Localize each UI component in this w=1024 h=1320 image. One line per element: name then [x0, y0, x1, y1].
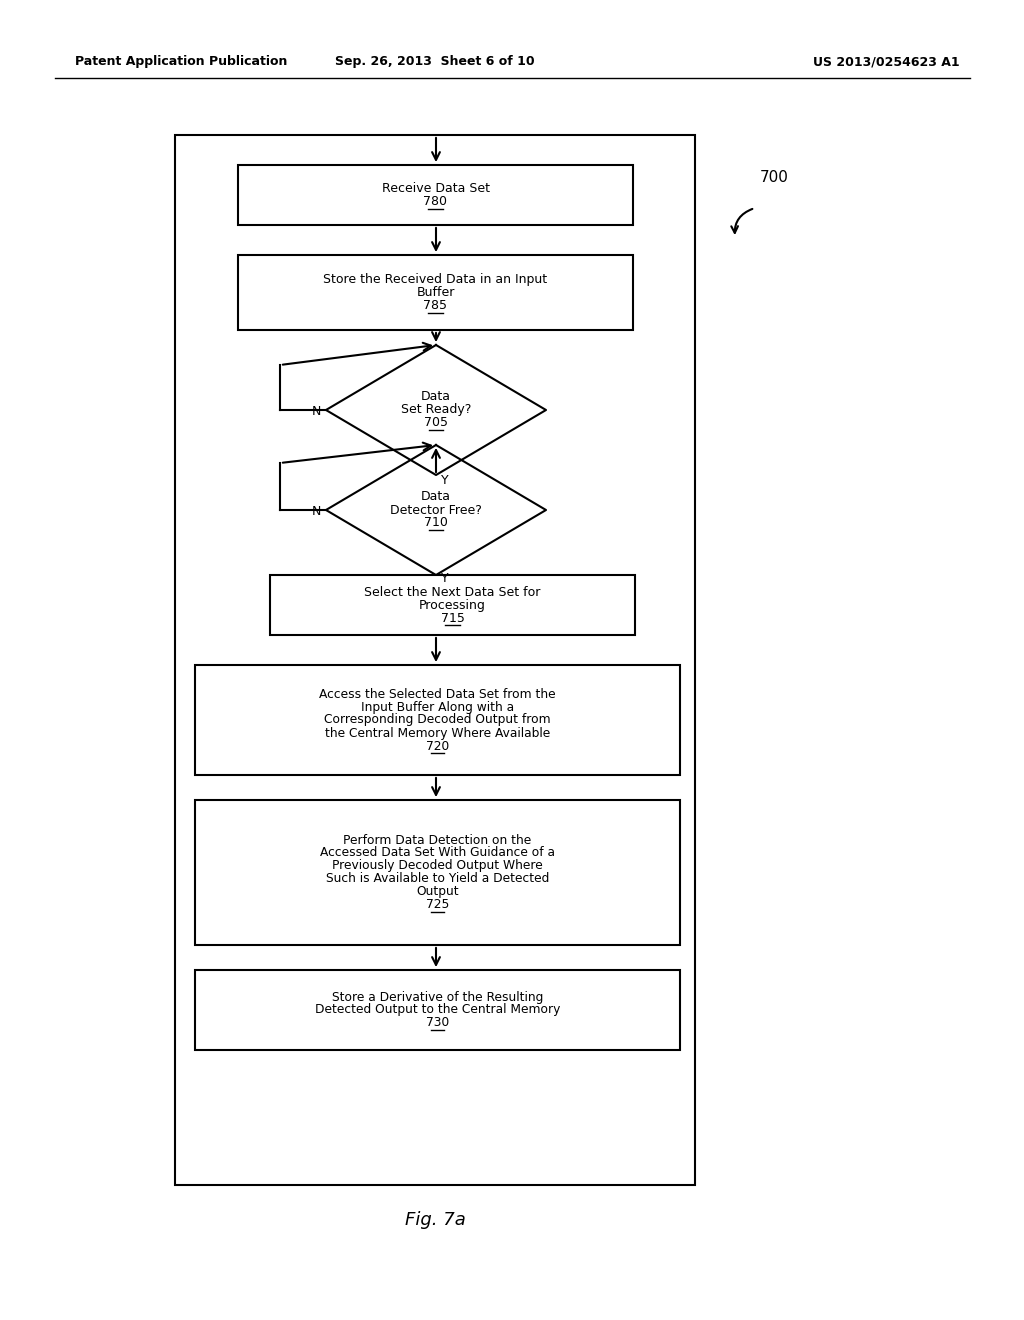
Text: Such is Available to Yield a Detected: Such is Available to Yield a Detected — [326, 873, 549, 886]
Bar — [238, 255, 633, 330]
Text: 700: 700 — [760, 170, 788, 186]
Bar — [270, 576, 635, 635]
Text: Fig. 7a: Fig. 7a — [404, 1210, 465, 1229]
Text: US 2013/0254623 A1: US 2013/0254623 A1 — [813, 55, 961, 69]
Text: Y: Y — [441, 572, 449, 585]
Text: Data: Data — [421, 491, 451, 503]
Bar — [175, 135, 695, 1185]
Text: Store a Derivative of the Resulting: Store a Derivative of the Resulting — [332, 990, 543, 1003]
Polygon shape — [326, 445, 546, 576]
Text: 710: 710 — [424, 516, 447, 529]
Text: 785: 785 — [424, 300, 447, 312]
Text: Receive Data Set: Receive Data Set — [382, 182, 489, 195]
Text: Store the Received Data in an Input: Store the Received Data in an Input — [324, 273, 548, 286]
Text: Patent Application Publication: Patent Application Publication — [75, 55, 288, 69]
Text: 725: 725 — [426, 899, 450, 912]
Text: Previously Decoded Output Where: Previously Decoded Output Where — [332, 859, 543, 873]
Text: N: N — [311, 506, 321, 517]
Text: 720: 720 — [426, 739, 450, 752]
Text: N: N — [311, 405, 321, 418]
Text: the Central Memory Where Available: the Central Memory Where Available — [325, 726, 550, 739]
Bar — [238, 165, 633, 224]
Text: Accessed Data Set With Guidance of a: Accessed Data Set With Guidance of a — [319, 846, 555, 859]
Text: Corresponding Decoded Output from: Corresponding Decoded Output from — [325, 714, 551, 726]
Bar — [195, 665, 680, 775]
Text: Detector Free?: Detector Free? — [390, 503, 482, 516]
Text: Output: Output — [416, 886, 459, 899]
Text: 780: 780 — [424, 195, 447, 209]
Text: Processing: Processing — [419, 598, 486, 611]
Bar — [195, 970, 680, 1049]
Text: 705: 705 — [424, 417, 449, 429]
Text: Set Ready?: Set Ready? — [400, 404, 471, 417]
Text: Select the Next Data Set for: Select the Next Data Set for — [365, 586, 541, 598]
Text: Perform Data Detection on the: Perform Data Detection on the — [343, 833, 531, 846]
Text: Buffer: Buffer — [417, 286, 455, 300]
Polygon shape — [326, 345, 546, 475]
Text: Sep. 26, 2013  Sheet 6 of 10: Sep. 26, 2013 Sheet 6 of 10 — [335, 55, 535, 69]
Text: Input Buffer Along with a: Input Buffer Along with a — [360, 701, 514, 714]
Text: Detected Output to the Central Memory: Detected Output to the Central Memory — [314, 1003, 560, 1016]
Text: Data: Data — [421, 391, 451, 404]
Bar — [195, 800, 680, 945]
Text: Y: Y — [441, 474, 449, 487]
Text: 730: 730 — [426, 1016, 450, 1030]
Text: 715: 715 — [440, 611, 465, 624]
Text: Access the Selected Data Set from the: Access the Selected Data Set from the — [319, 688, 556, 701]
FancyArrowPatch shape — [731, 209, 753, 232]
